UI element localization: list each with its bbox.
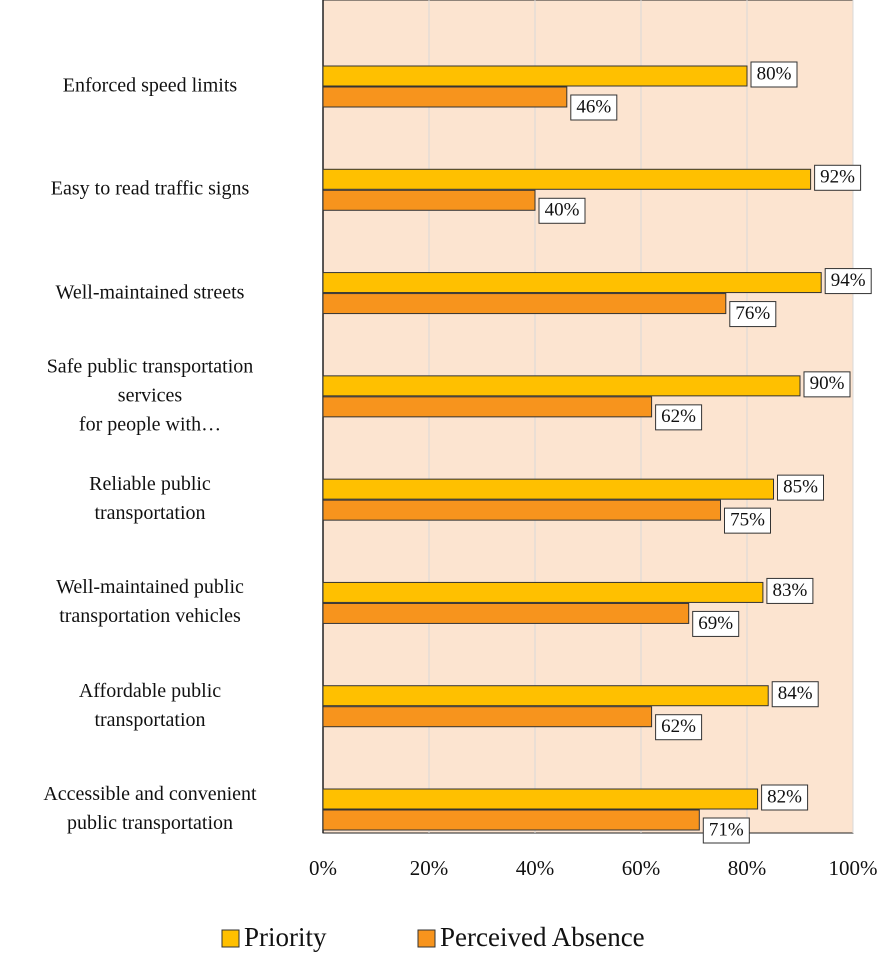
value-label-box — [771, 681, 819, 708]
bar — [322, 478, 774, 500]
bar — [322, 499, 721, 521]
bar — [322, 65, 748, 87]
value-label-box — [761, 784, 809, 811]
value-label-box — [570, 94, 618, 121]
value-label: 83% — [772, 580, 807, 601]
x-tick-label: 0% — [309, 856, 337, 880]
value-label-box — [702, 817, 750, 844]
bar — [322, 602, 690, 624]
value-label-box — [766, 577, 814, 604]
legend-label: Priority — [244, 922, 327, 952]
bar — [322, 706, 653, 728]
x-tick-label: 20% — [410, 856, 449, 880]
value-label: 80% — [757, 63, 792, 84]
x-tick-label: 40% — [516, 856, 555, 880]
value-label: 46% — [576, 96, 611, 117]
value-label: 90% — [810, 373, 845, 394]
bar — [322, 375, 801, 397]
legend-swatch — [221, 929, 240, 948]
bar — [322, 809, 700, 831]
category-label: Easy to read traffic signs — [50, 177, 250, 200]
value-label: 62% — [661, 406, 696, 427]
x-tick-label: 100% — [829, 856, 878, 880]
value-label: 69% — [698, 613, 733, 634]
value-label-box — [803, 371, 851, 398]
value-label: 82% — [767, 786, 802, 807]
bar — [322, 189, 536, 211]
value-label: 85% — [783, 477, 818, 498]
value-label: 94% — [831, 270, 866, 291]
category-label: Enforced speed limits — [62, 74, 238, 97]
value-label: 84% — [778, 683, 813, 704]
value-label-box — [814, 164, 862, 191]
value-label: 40% — [545, 200, 580, 221]
value-label: 76% — [735, 303, 770, 324]
bar — [322, 293, 727, 315]
value-label: 92% — [820, 167, 855, 188]
value-label-box — [750, 61, 798, 88]
x-tick-label: 80% — [728, 856, 767, 880]
value-label: 71% — [709, 819, 744, 840]
value-label-box — [777, 474, 824, 501]
value-label-box — [824, 268, 872, 295]
category-label: Reliable public transportation — [89, 473, 211, 525]
bar — [322, 685, 769, 707]
value-label: 75% — [730, 510, 765, 531]
value-label-box — [538, 197, 586, 224]
bar — [322, 396, 653, 418]
legend-swatch — [417, 929, 436, 948]
value-label: 62% — [661, 716, 696, 737]
legend-label: Perceived Absence — [440, 922, 645, 952]
value-label-box — [729, 301, 777, 328]
value-label-box — [655, 404, 703, 431]
category-label: Safe public transportation services for … — [46, 355, 254, 436]
value-label-box — [692, 610, 740, 637]
category-label: Affordable public transportation — [78, 679, 222, 731]
bar — [322, 788, 759, 810]
category-label: Well-maintained streets — [55, 281, 245, 304]
bar — [322, 272, 822, 294]
bar — [322, 581, 764, 603]
value-label-box — [724, 507, 771, 534]
value-label-box — [655, 714, 703, 741]
bar — [322, 86, 568, 108]
category-label: Accessible and convenient public transpo… — [43, 783, 257, 834]
category-label: Well-maintained public transportation ve… — [56, 576, 244, 628]
bar — [322, 168, 812, 190]
x-tick-label: 60% — [622, 856, 661, 880]
